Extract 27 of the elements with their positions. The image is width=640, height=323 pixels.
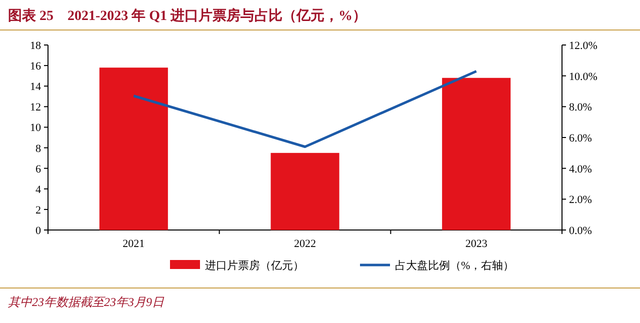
y-tick-label: 14 <box>30 81 42 94</box>
y2-tick-label: 6.0% <box>569 132 592 144</box>
y-tick-label: 18 <box>30 40 42 52</box>
y2-tick-label: 10.0% <box>569 70 598 83</box>
legend-label: 占大盘比例（%，右轴） <box>395 259 514 272</box>
x-tick-label: 2023 <box>465 238 488 250</box>
y-tick-label: 8 <box>36 142 42 155</box>
bar <box>270 152 340 230</box>
y2-tick-label: 0.0% <box>569 225 592 237</box>
y2-tick-label: 4.0% <box>569 163 592 176</box>
y-tick-label: 16 <box>30 60 42 73</box>
x-tick-label: 2021 <box>122 238 145 250</box>
y-tick-label: 12 <box>30 102 41 114</box>
y-tick-label: 0 <box>36 225 42 237</box>
y2-tick-label: 12.0% <box>569 40 598 52</box>
y-tick-label: 6 <box>36 163 42 176</box>
x-tick-label: 2022 <box>294 238 316 250</box>
y-tick-label: 4 <box>36 184 42 196</box>
text: 其中23年数据截至23年3月9日 <box>8 295 165 309</box>
y2-tick-label: 2.0% <box>569 194 592 206</box>
legend-label: 进口片票房（亿元） <box>205 259 304 272</box>
bar <box>99 68 168 230</box>
y2-tick-label: 8.0% <box>569 102 592 114</box>
bar <box>442 78 511 230</box>
y-tick-label: 2 <box>36 204 41 216</box>
chart-title: 图表 25 2021-2023 年 Q1 进口片票房与占比（亿元，%） <box>8 7 367 24</box>
y-tick-label: 10 <box>30 122 42 134</box>
